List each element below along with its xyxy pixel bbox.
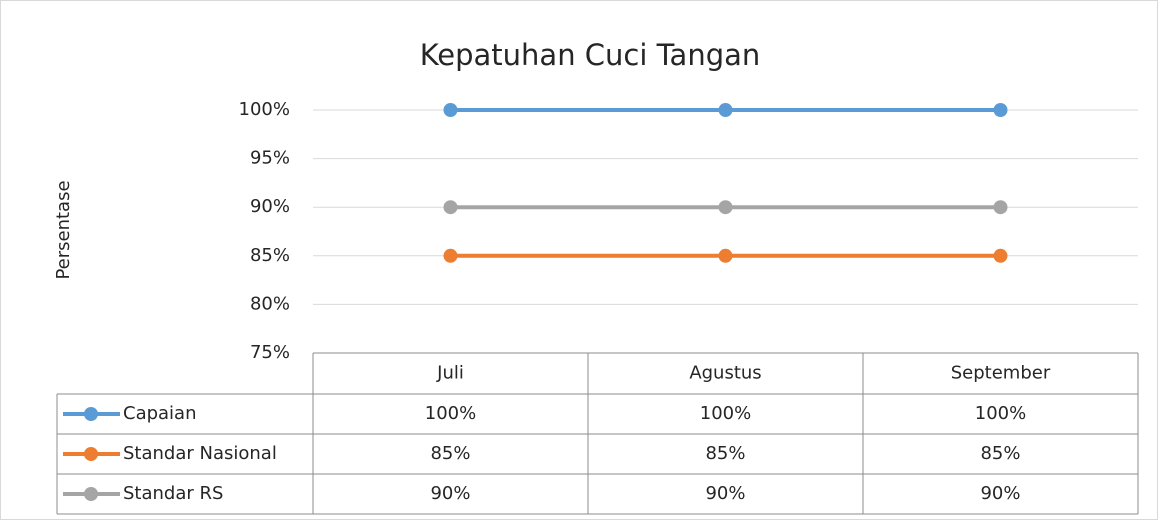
- y-tick-label: 80%: [250, 293, 290, 314]
- series-marker: [993, 200, 1008, 215]
- chart-title: Kepatuhan Cuci Tangan: [420, 38, 761, 72]
- x-tick-label: Agustus: [689, 363, 761, 384]
- legend-key-marker: [84, 407, 98, 421]
- table-value: 100%: [700, 403, 751, 424]
- legend-label: Standar RS: [123, 483, 223, 504]
- y-axis-label: Persentase: [53, 180, 74, 279]
- series-marker: [718, 248, 733, 263]
- table-value: 100%: [425, 403, 476, 424]
- y-tick-label: 75%: [250, 342, 290, 363]
- x-tick-label: Juli: [436, 363, 464, 384]
- y-tick-label: 95%: [250, 148, 290, 169]
- table-value: 100%: [975, 403, 1026, 424]
- series-marker: [718, 200, 733, 215]
- y-tick-label: 85%: [250, 245, 290, 266]
- legend-key-marker: [84, 487, 98, 501]
- series-marker: [993, 103, 1008, 117]
- table-value: 85%: [980, 443, 1020, 464]
- legend-key-marker: [84, 447, 98, 461]
- series-marker: [443, 103, 458, 117]
- table-value: 90%: [705, 483, 745, 504]
- y-tick-label: 100%: [239, 99, 290, 120]
- x-tick-label: September: [951, 363, 1051, 384]
- table-value: 85%: [705, 443, 745, 464]
- legend-label: Capaian: [123, 403, 197, 424]
- table-value: 85%: [430, 443, 470, 464]
- series-marker: [443, 200, 458, 215]
- y-tick-label: 90%: [250, 196, 290, 217]
- series-marker: [718, 103, 733, 117]
- legend-label: Standar Nasional: [123, 443, 277, 464]
- series-marker: [993, 248, 1008, 263]
- series-marker: [443, 248, 458, 263]
- table-value: 90%: [980, 483, 1020, 504]
- table-value: 90%: [430, 483, 470, 504]
